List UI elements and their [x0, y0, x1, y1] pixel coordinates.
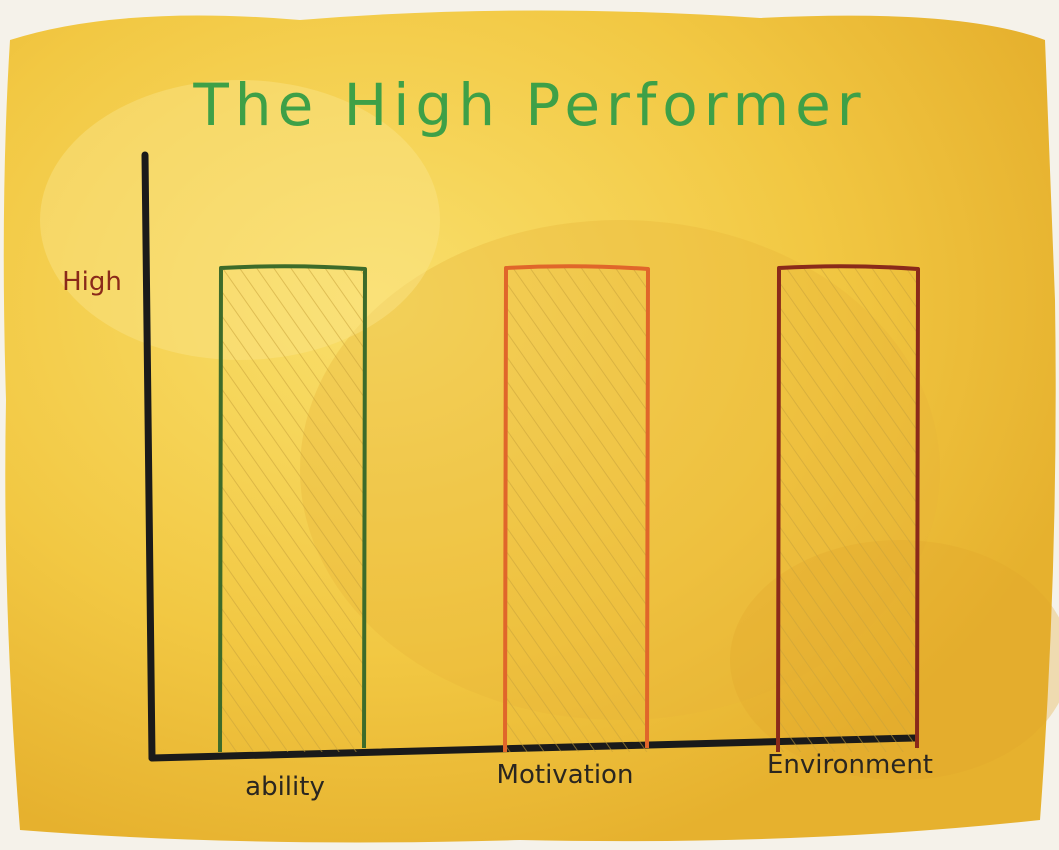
bar-hatch-motivation: [505, 268, 648, 752]
x-tick-labels: ability Motivation Environment: [245, 750, 933, 802]
chart-title: The High Performer: [192, 71, 866, 139]
x-tick-label-environment: Environment: [767, 750, 933, 780]
bar-hatch-ability: [220, 268, 365, 752]
bars-group: [218, 264, 920, 753]
bar-motivation: [503, 264, 650, 753]
bar-hatch-environment: [778, 268, 918, 752]
bar-environment: [776, 264, 920, 753]
x-tick-label-motivation: Motivation: [497, 760, 634, 790]
y-axis: [141, 151, 156, 762]
bar-ability: [218, 264, 367, 753]
y-tick-label-high: High: [62, 267, 122, 297]
x-tick-label-ability: ability: [245, 772, 325, 802]
